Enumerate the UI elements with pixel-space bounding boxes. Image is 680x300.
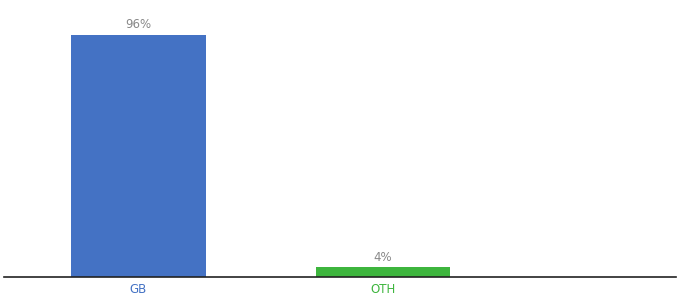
Text: 4%: 4%: [373, 251, 392, 264]
Text: 96%: 96%: [125, 19, 152, 32]
Bar: [71, 34, 205, 277]
Bar: [316, 267, 450, 277]
